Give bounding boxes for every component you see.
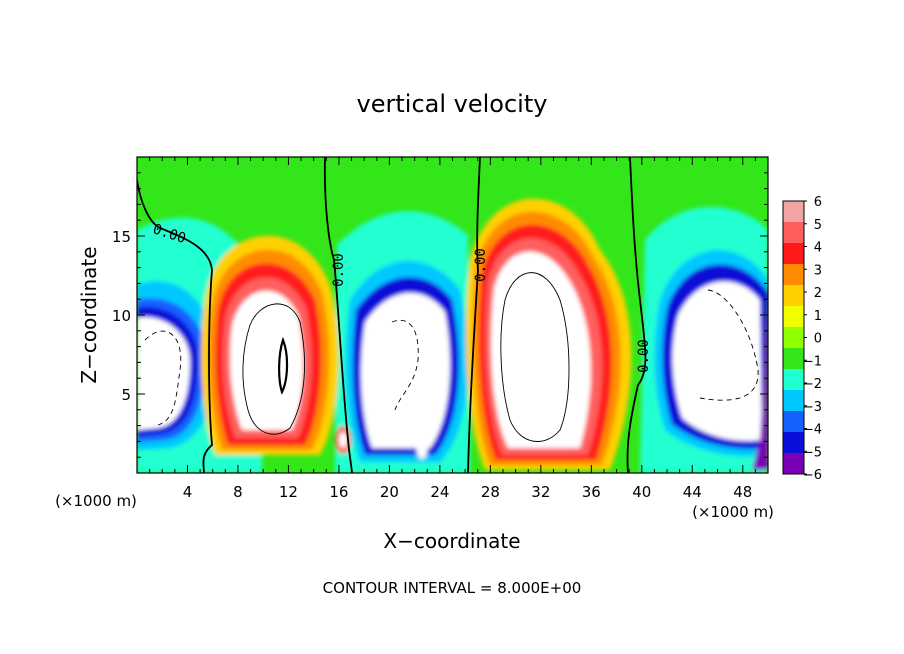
colorbar-swatch (783, 243, 804, 265)
zero-contour (467, 157, 481, 473)
colorbar-swatch (783, 453, 804, 475)
chart-title: vertical velocity (357, 90, 548, 118)
updraft-core (230, 290, 304, 430)
x-tick-label: 32 (531, 483, 550, 501)
colorbar-tick-label: −3 (803, 400, 822, 415)
field-blob (339, 432, 347, 448)
colorbar-swatch (783, 348, 804, 370)
zero-contour (626, 157, 647, 473)
x-tick-label: 28 (481, 483, 500, 501)
zero-contour (137, 179, 213, 473)
colorbar-swatch (783, 264, 804, 286)
colorbar-swatch (783, 327, 804, 349)
x-tick-label: 4 (183, 483, 193, 501)
colorbar-tick-label: 4 (814, 241, 822, 256)
zero-contour (323, 157, 353, 473)
colorbar-swatch (783, 222, 804, 244)
colorbar-swatch (783, 432, 804, 454)
updraft-contour (500, 272, 570, 442)
x-unit-label-right: (×1000 m) (692, 503, 774, 521)
x-tick-label: 36 (582, 483, 601, 501)
downdraft-contour (391, 320, 419, 411)
x-tick-label: 12 (279, 483, 298, 501)
downdraft (752, 300, 768, 470)
y-axis: 5 10 15 (112, 172, 768, 458)
x-tick-label: 44 (683, 483, 702, 501)
y-tick-label: 5 (121, 386, 131, 404)
colorbar-swatch (783, 306, 804, 328)
colorbar-tick-label: 3 (814, 263, 822, 278)
contour-label: 0.00 (331, 253, 347, 287)
contour-lines (137, 157, 759, 473)
contour-label: 0.00 (636, 339, 652, 373)
colorbar-swatch (783, 369, 804, 391)
colorbar-tick-label: −5 (803, 445, 822, 460)
velocity-field (137, 198, 768, 473)
downdraft-core (360, 292, 450, 448)
contour-interval-footer: CONTOUR INTERVAL = 8.000E+00 (323, 579, 582, 597)
colorbar-tick-label: −6 (803, 468, 822, 483)
updraft-contour (278, 336, 289, 395)
x-tick-label: 20 (380, 483, 399, 501)
x-tick-label: 24 (430, 483, 449, 501)
x-tick-label: 16 (329, 483, 348, 501)
updraft-contour (242, 303, 306, 435)
colorbar-tick-label: −1 (803, 354, 822, 369)
colorbar-tick-label: −2 (803, 377, 822, 392)
plot-area (137, 157, 768, 473)
field-blob (416, 431, 428, 459)
x-tick-label: 40 (632, 483, 651, 501)
y-tick-label: 10 (112, 307, 131, 325)
colorbar-swatch (783, 201, 804, 223)
contour-label: 0.00 (473, 248, 489, 282)
colorbar-swatch (783, 285, 804, 307)
colorbar-tick-label: 1 (814, 309, 822, 324)
downdraft-core (137, 317, 190, 430)
x-tick-label: 8 (233, 483, 243, 501)
y-tick-label: 15 (112, 228, 131, 246)
colorbar: 6 5 4 3 2 1 0 −1 −2 −3 −4 −5 −6 (782, 195, 822, 483)
downdraft-contour (699, 289, 759, 401)
colorbar-tick-label: 6 (814, 195, 822, 210)
colorbar-swatch (783, 390, 804, 412)
colorbar-tick-label: 2 (814, 286, 822, 301)
colorbar-tick-label: 0 (814, 332, 822, 347)
colorbar-tick-label: 5 (814, 218, 822, 233)
x-axis: 4 8 12 16 20 24 28 32 36 40 44 48 (149, 157, 756, 501)
contour-labels: 0.000.00 0.000.00 (151, 221, 652, 372)
updraft-core (490, 251, 591, 448)
downdraft-contour (144, 330, 182, 426)
x-axis-label: X−coordinate (383, 529, 520, 553)
x-unit-label-left: (×1000 m) (55, 492, 137, 510)
colorbar-swatch (783, 411, 804, 433)
downdraft-core (672, 281, 762, 441)
y-axis-label: Z−coordinate (77, 246, 101, 383)
colorbar-tick-label: −4 (803, 423, 822, 438)
x-tick-label: 48 (733, 483, 752, 501)
